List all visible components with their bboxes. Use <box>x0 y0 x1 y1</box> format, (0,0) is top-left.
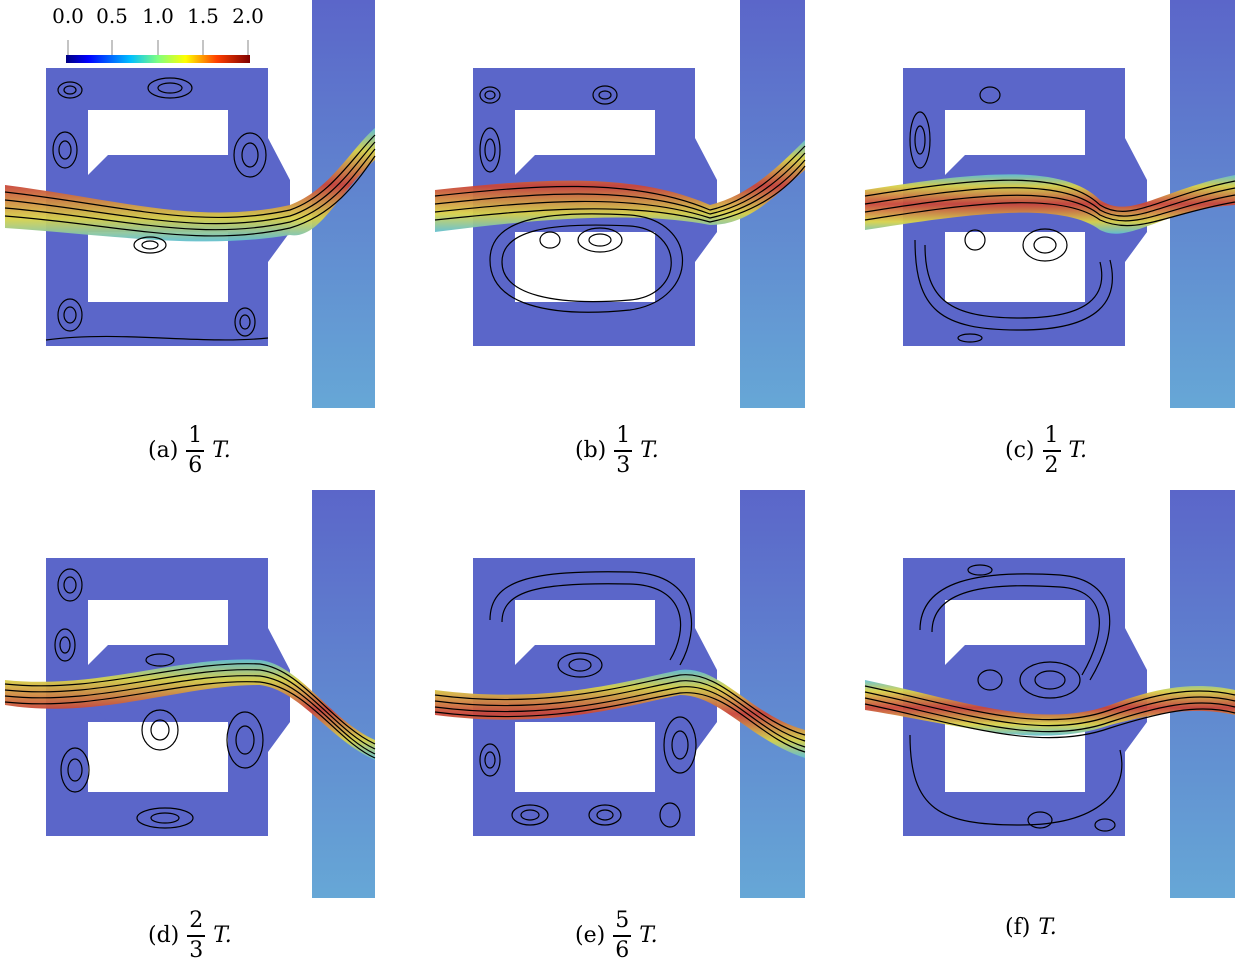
fraction-denominator: 3 <box>616 452 631 478</box>
caption-label: (a) <box>148 438 179 464</box>
fraction-denominator: 2 <box>1044 452 1059 478</box>
caption-symbol: T. <box>1038 915 1057 940</box>
colorbar-tick: 1.0 <box>142 4 174 28</box>
caption-symbol: T. <box>212 438 231 464</box>
flow-field-b <box>434 0 806 408</box>
caption-a: (a) 1 6 T. <box>148 425 231 477</box>
caption-fraction: 1 3 <box>614 423 633 478</box>
caption-label: (c) <box>1005 438 1035 464</box>
caption-d: (d) 2 3 T. <box>148 910 232 962</box>
colorbar-tick: 1.5 <box>187 4 219 28</box>
fraction-numerator: 2 <box>189 908 204 933</box>
fraction-denominator: 3 <box>189 937 204 963</box>
flow-field-d <box>4 490 376 898</box>
panel-b <box>430 0 810 410</box>
colorbar-gradient <box>66 40 250 63</box>
flow-field-e <box>434 490 806 898</box>
caption-label: (d) <box>148 923 180 949</box>
caption-fraction: 1 6 <box>186 423 205 478</box>
caption-f: (f) T. <box>1005 915 1057 940</box>
caption-b: (b) 1 3 T. <box>575 425 659 477</box>
fraction-numerator: 1 <box>616 423 631 448</box>
flow-field-c <box>864 0 1236 408</box>
flow-field-a <box>4 0 376 408</box>
caption-c: (c) 1 2 T. <box>1005 425 1087 477</box>
caption-e: (e) 5 6 T. <box>575 910 658 962</box>
panel-c <box>860 0 1240 410</box>
panel-f <box>860 490 1240 900</box>
panel-a <box>0 0 380 410</box>
fraction-numerator: 1 <box>188 423 203 448</box>
flow-field-f <box>864 490 1236 898</box>
panel-e <box>430 490 810 900</box>
caption-fraction: 1 2 <box>1042 423 1061 478</box>
colorbar: 0.0 0.5 1.0 1.5 2.0 <box>40 0 280 70</box>
caption-symbol: T. <box>1068 438 1087 464</box>
fraction-numerator: 1 <box>1044 423 1059 448</box>
fraction-denominator: 6 <box>615 937 630 963</box>
caption-label: (b) <box>575 438 607 464</box>
colorbar-tick: 2.0 <box>232 4 264 28</box>
caption-fraction: 2 3 <box>187 908 206 963</box>
caption-label: (f) <box>1005 915 1031 940</box>
panel-d <box>0 490 380 900</box>
fraction-numerator: 5 <box>615 908 630 933</box>
colorbar-tick: 0.5 <box>96 4 128 28</box>
caption-fraction: 5 6 <box>613 908 632 963</box>
caption-symbol: T. <box>640 438 659 464</box>
colorbar-tick: 0.0 <box>52 4 84 28</box>
caption-symbol: T. <box>639 923 658 949</box>
fraction-denominator: 6 <box>188 452 203 478</box>
caption-label: (e) <box>575 923 606 949</box>
caption-symbol: T. <box>213 923 232 949</box>
